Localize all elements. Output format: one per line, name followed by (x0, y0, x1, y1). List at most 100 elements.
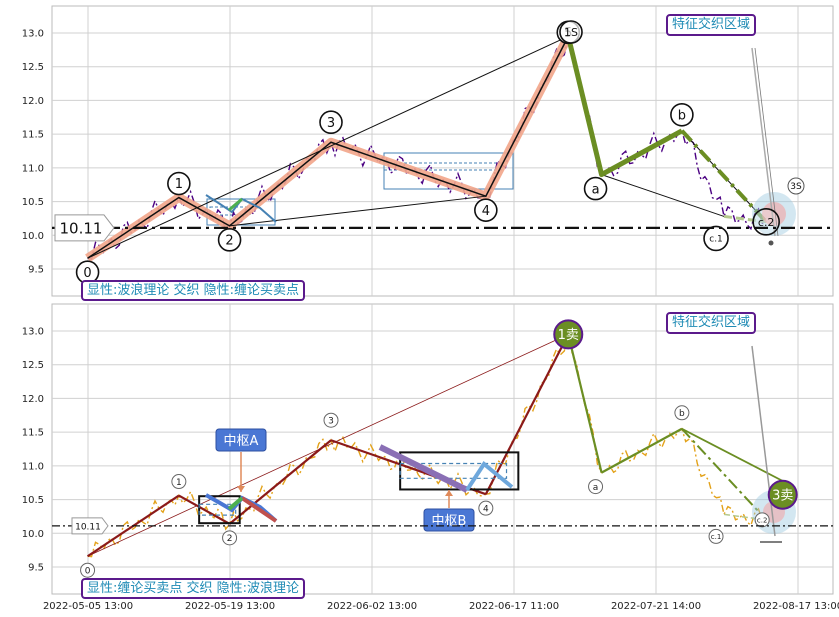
bottom-wave-marker-1-circle (171, 474, 187, 490)
top-wave-marker-a-circle (583, 176, 608, 201)
bottom-wave-marker-1-text: 1 (176, 478, 182, 488)
bottom-zs-arrowhead (237, 486, 245, 492)
bottom-y-tick-label: 11.5 (22, 428, 44, 439)
bottom-wave-marker-0: 0 (80, 562, 96, 578)
bottom-level-tag-text: 10.11 (75, 522, 101, 532)
top-wave-marker-b: b (670, 102, 694, 127)
top-wave-marker-1: 1 (167, 171, 191, 196)
bottom-thin-line (229, 439, 332, 525)
bottom-wave-marker-1: 1 (171, 474, 187, 490)
top-wave-marker-4-circle (474, 198, 498, 222)
top-y-tick-label: 13.0 (22, 28, 44, 39)
bottom-zhongshu-inner (198, 503, 237, 516)
top-olive-dash (680, 129, 768, 224)
bottom-wave-marker-c2-circle (754, 512, 770, 528)
bottom-olive-line (681, 427, 791, 486)
top-signal-marker-1s: 1S (559, 20, 583, 44)
bottom-wave-marker-b: b (674, 405, 690, 421)
bottom-wave-marker-c1-text: c.1 (711, 533, 722, 541)
top-wave-marker-2: 2 (217, 228, 242, 252)
top-level-tag-text: 10.11 (60, 219, 103, 237)
bottom-wave-marker-4: 4 (478, 500, 494, 516)
top-wave-marker-1-circle (167, 171, 191, 196)
top-y-tick-label: 10.0 (22, 231, 44, 242)
bottom-wave-marker-a-text: a (593, 483, 599, 493)
top-wave-marker-3-circle (319, 110, 343, 135)
bottom-legend-text: 显性:缠论买卖点 交织 隐性:波浪理论 (87, 581, 300, 596)
top-pointer-line (751, 47, 776, 237)
x-tick-label: 2022-06-17 11:00 (469, 601, 559, 612)
bottom-wave-marker-0-circle (80, 562, 96, 578)
top-aux-line (601, 174, 725, 217)
top-wave-marker-c1-text: c.1 (709, 235, 723, 245)
bottom-stroke-line (567, 334, 603, 473)
top-y-tick-label: 12.5 (22, 62, 44, 73)
bottom-legend-box: 显性:缠论买卖点 交织 隐性:波浪理论 (81, 578, 306, 599)
bottom-signal-marker-1sell-circle (553, 319, 584, 350)
bottom-zhongshu-box (198, 495, 241, 525)
bottom-thick-seg-lightblue (465, 461, 514, 492)
top-region-box: 特征交织区域 (666, 14, 757, 36)
top-wave-marker-4-text: 4 (482, 204, 490, 219)
top-wave-marker-c1: c.1 (703, 225, 729, 252)
top-wave-marker-1-text: 1 (175, 177, 183, 192)
bottom-level-tag (71, 517, 109, 535)
bottom-wave-marker-c1: c.1 (708, 528, 724, 544)
x-tick-label: 2022-06-02 13:00 (327, 601, 417, 612)
top-wave-marker-2-text: 2 (225, 234, 233, 249)
bottom-y-tick-label: 13.0 (22, 326, 44, 337)
top-wave-marker-c2: c.2 (752, 208, 780, 236)
top-olive-light (723, 214, 767, 224)
top-y-tick-label: 12.0 (22, 96, 44, 107)
bottom-pointer-line (751, 345, 776, 537)
top-wave-marker-3: 3 (319, 110, 343, 135)
bottom-wave-marker-3-text: 3 (328, 416, 334, 426)
bottom-signal-marker-1sell-text: 1卖 (558, 328, 579, 343)
bottom-wave-marker-c2: c.2 (754, 512, 770, 528)
top-level-tag (54, 214, 115, 242)
bottom-region-box: 特征交织区域 (666, 312, 757, 334)
top-signal-marker-1s-circle (559, 20, 583, 44)
bottom-panel-frame (51, 303, 834, 595)
top-wave-marker-4: 4 (474, 198, 498, 222)
bottom-y-tick-label: 10.5 (22, 495, 44, 506)
bottom-wave-marker-4-circle (478, 500, 494, 516)
x-tick-label: 2022-05-19 13:00 (185, 601, 275, 612)
bottom-y-tick-label: 10.0 (22, 529, 44, 540)
bottom-signal-marker-3sell: 3卖 (767, 479, 798, 510)
bottom-stroke-line (484, 333, 570, 495)
bottom-zs-label: 中枢B (432, 514, 467, 529)
bottom-wave-marker-c2-text: c.2 (757, 516, 768, 524)
top-wave-marker-a-text: a (592, 182, 600, 197)
top-aux-line (229, 195, 486, 227)
top-region-text: 特征交织区域 (672, 17, 751, 32)
bottom-olive-dash (681, 428, 767, 521)
top-pointer-line-2 (754, 47, 779, 237)
x-tick-label: 2022-08-17 13:00 (753, 601, 839, 612)
top-wave-line (87, 36, 569, 259)
top-signal-marker-3s-text: 3S (790, 182, 802, 192)
bottom-thick-seg-green (227, 496, 244, 511)
top-aux-line (87, 35, 569, 259)
bottom-region-text: 特征交织区域 (672, 315, 751, 330)
top-signal-marker-3s: 3S (787, 177, 805, 195)
bottom-zs-label: 中枢A (224, 434, 259, 449)
bottom-thin-line (87, 333, 569, 557)
top-legend-text: 显性:波浪理论 交织 隐性:缠论买卖点 (87, 283, 300, 298)
top-signal-marker-1s-text: 1S (564, 26, 578, 39)
top-wave-marker-a: a (583, 176, 608, 201)
top-y-tick-label: 9.5 (28, 265, 44, 276)
bottom-y-tick-label: 9.5 (28, 563, 44, 574)
bottom-stroke-line (178, 494, 231, 525)
top-zs-seg (205, 194, 277, 223)
top-wave-marker-b-circle (670, 102, 694, 127)
top-zs-seg-green (228, 197, 243, 212)
x-tick-label: 2022-05-05 13:00 (43, 601, 133, 612)
bottom-wave-marker-3: 3 (323, 412, 339, 428)
top-legend-box: 显性:波浪理论 交织 隐性:缠论买卖点 (81, 280, 306, 301)
top-signal-marker-3s-circle (787, 177, 805, 195)
bottom-wave-marker-a: a (588, 479, 604, 495)
bottom-olive-light (723, 513, 767, 521)
bottom-wave-marker-b-text: b (679, 409, 685, 419)
